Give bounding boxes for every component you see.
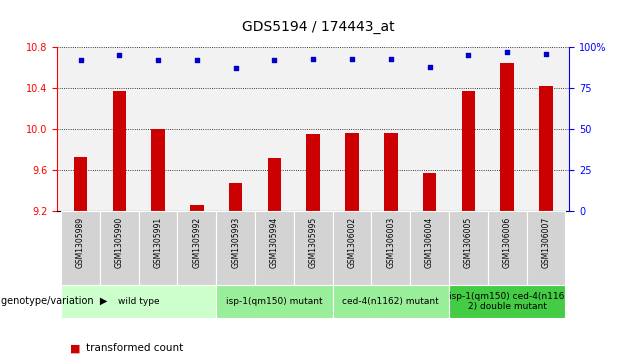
Bar (74, 158, 87, 211)
Bar (216, 211, 255, 285)
Point (385, 56, 396, 61)
Point (424, 64, 434, 70)
Point (192, 57, 202, 63)
Text: GSM1305992: GSM1305992 (192, 216, 202, 268)
Point (76, 57, 86, 63)
Point (463, 52, 473, 58)
Text: GSM1306005: GSM1306005 (464, 216, 473, 268)
Bar (100, 211, 139, 285)
Bar (151, 129, 165, 211)
Text: GSM1305991: GSM1305991 (153, 216, 163, 268)
Text: ced-4(n1162) mutant: ced-4(n1162) mutant (342, 297, 439, 306)
Bar (229, 183, 242, 211)
Point (270, 57, 280, 63)
Text: genotype/variation  ▶: genotype/variation ▶ (1, 296, 107, 306)
Bar (501, 62, 514, 211)
Bar (216, 285, 333, 318)
Bar (488, 211, 527, 285)
Bar (268, 159, 281, 211)
Point (231, 65, 241, 71)
Bar (61, 285, 216, 318)
Text: ■: ■ (70, 343, 81, 354)
Text: GSM1306006: GSM1306006 (502, 216, 511, 268)
Text: GSM1305989: GSM1305989 (76, 216, 85, 268)
Bar (294, 211, 333, 285)
Text: GSM1305995: GSM1305995 (308, 216, 318, 268)
Text: wild type: wild type (118, 297, 160, 306)
Bar (307, 134, 320, 211)
Text: GDS5194 / 174443_at: GDS5194 / 174443_at (242, 20, 394, 34)
Text: GSM1305994: GSM1305994 (270, 216, 279, 268)
Text: GSM1306007: GSM1306007 (541, 216, 550, 268)
Bar (61, 211, 100, 285)
Bar (410, 211, 449, 285)
Text: GSM1305993: GSM1305993 (231, 216, 240, 268)
Text: transformed count: transformed count (86, 343, 183, 354)
Bar (423, 173, 436, 211)
Bar (333, 285, 449, 318)
Text: GSM1305990: GSM1305990 (115, 216, 124, 268)
Bar (139, 211, 177, 285)
Bar (462, 91, 475, 211)
Point (541, 51, 551, 57)
Bar (384, 133, 398, 211)
Text: GSM1306004: GSM1306004 (425, 216, 434, 268)
Text: isp-1(qm150) mutant: isp-1(qm150) mutant (226, 297, 322, 306)
Point (347, 56, 357, 61)
Point (308, 56, 319, 61)
Text: GSM1306003: GSM1306003 (386, 216, 396, 268)
Bar (190, 205, 204, 211)
Point (153, 57, 163, 63)
Bar (449, 285, 565, 318)
Bar (255, 211, 294, 285)
Bar (345, 133, 359, 211)
Bar (371, 211, 410, 285)
Bar (177, 211, 216, 285)
Bar (527, 211, 565, 285)
Text: isp-1(qm150) ced-4(n116
2) double mutant: isp-1(qm150) ced-4(n116 2) double mutant (450, 291, 565, 311)
Bar (333, 211, 371, 285)
Bar (113, 91, 126, 211)
Bar (539, 86, 553, 211)
Point (114, 52, 125, 58)
Point (502, 49, 512, 55)
Bar (449, 211, 488, 285)
Text: GSM1306002: GSM1306002 (347, 216, 357, 268)
